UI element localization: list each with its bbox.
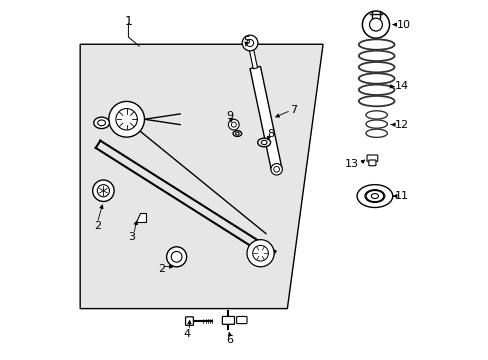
Ellipse shape	[356, 185, 392, 207]
FancyBboxPatch shape	[366, 155, 377, 161]
Ellipse shape	[233, 131, 241, 136]
Ellipse shape	[257, 138, 270, 147]
Circle shape	[171, 251, 182, 262]
Polygon shape	[80, 44, 323, 309]
Circle shape	[231, 122, 236, 127]
Ellipse shape	[364, 190, 384, 203]
Circle shape	[246, 40, 253, 46]
Text: 6: 6	[226, 335, 233, 345]
Ellipse shape	[235, 132, 239, 135]
Circle shape	[93, 180, 114, 202]
Ellipse shape	[370, 194, 378, 199]
Circle shape	[242, 35, 257, 51]
Ellipse shape	[261, 140, 266, 145]
Circle shape	[228, 119, 239, 130]
Polygon shape	[249, 66, 281, 170]
Polygon shape	[247, 42, 257, 69]
Text: 3: 3	[127, 232, 135, 242]
Text: 2: 2	[94, 221, 101, 231]
Circle shape	[116, 109, 137, 130]
Text: 12: 12	[394, 120, 408, 130]
Circle shape	[362, 11, 389, 38]
FancyBboxPatch shape	[236, 316, 246, 324]
Ellipse shape	[98, 120, 105, 126]
Text: 7: 7	[290, 105, 297, 115]
Text: 14: 14	[394, 81, 408, 91]
Circle shape	[166, 247, 186, 267]
FancyBboxPatch shape	[368, 160, 375, 166]
Text: 8: 8	[266, 129, 274, 139]
Circle shape	[369, 18, 382, 31]
Circle shape	[108, 102, 144, 137]
FancyBboxPatch shape	[185, 317, 193, 325]
Circle shape	[273, 166, 279, 172]
Text: 5: 5	[242, 36, 249, 46]
Text: 2: 2	[158, 264, 165, 274]
Text: 4: 4	[183, 329, 190, 339]
Ellipse shape	[365, 190, 383, 202]
Circle shape	[246, 240, 274, 267]
Circle shape	[270, 163, 282, 175]
Text: 1: 1	[124, 14, 132, 27]
FancyBboxPatch shape	[222, 316, 234, 324]
Circle shape	[252, 246, 268, 261]
Text: 9: 9	[226, 111, 233, 121]
Text: 10: 10	[396, 19, 410, 30]
Circle shape	[97, 185, 109, 197]
Ellipse shape	[94, 117, 109, 129]
Text: 11: 11	[394, 191, 407, 201]
Text: 13: 13	[344, 159, 358, 169]
Polygon shape	[135, 213, 145, 222]
